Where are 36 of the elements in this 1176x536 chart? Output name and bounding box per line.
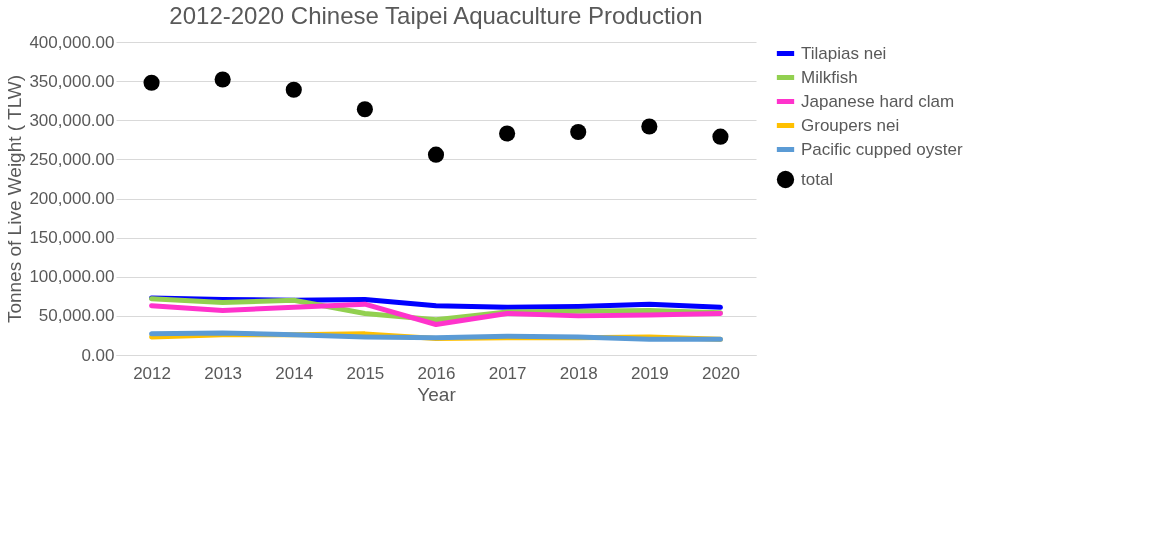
point [499,125,516,142]
x-tick-label: 2020 [702,363,740,383]
point [570,123,587,141]
y-tick-label: 100,000.00 [29,267,115,287]
y-tick-label: 250,000.00 [29,149,115,169]
chart-title: 2012-2020 Chinese Taipei Aquaculture Production [169,2,703,29]
legend-label: Milkfish [801,67,858,87]
y-tick-label: 300,000.00 [29,110,115,130]
x-tick-label: 2018 [559,363,598,383]
point [356,101,373,118]
x-tick-label: 2016 [417,363,456,383]
point [214,71,231,88]
y-tick-label: 400,000.00 [29,32,115,52]
legend-label: Pacific cupped oyster [801,139,963,159]
legend-label: total [801,169,834,189]
point [143,74,160,91]
x-tick-label: 2014 [275,363,314,383]
legend-label: Groupers nei [801,115,900,135]
legend-label: Japanese hard clam [801,91,955,111]
x-tick-label: 2012 [133,363,171,383]
x-axis-title: Year [417,383,457,405]
x-tick-label: 2019 [630,363,669,383]
x-tick-label: 2017 [488,363,527,383]
point [641,118,658,135]
x-tick-label: 2015 [346,363,385,383]
y-tick-label: 50,000.00 [38,306,115,326]
y-tick-label: 350,000.00 [29,71,115,91]
y-tick-label: 200,000.00 [29,189,115,208]
y-axis-title: Tonnes of Live Weight ( TLW) [4,74,26,324]
x-tick-label: 2013 [204,363,243,383]
legend-label: Tilapias nei [801,43,887,63]
point [427,146,445,163]
point [712,128,729,145]
y-tick-label: 150,000.00 [29,228,115,248]
point [285,81,302,98]
y-tick-label: 0.00 [81,345,115,365]
